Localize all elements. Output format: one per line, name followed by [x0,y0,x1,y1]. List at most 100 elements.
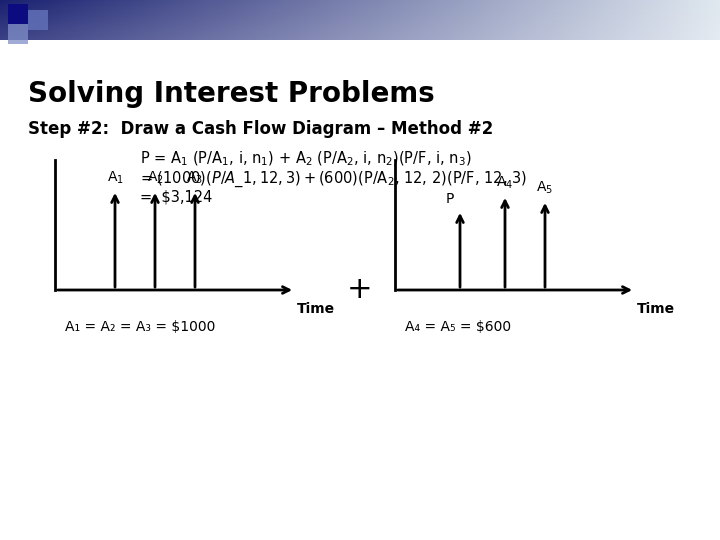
Bar [0,19,720,20]
Text: A₁ = A₂ = A₃ = $1000: A₁ = A₂ = A₃ = $1000 [65,320,215,334]
Bar [43,0,47,40]
Text: P = A$_1$ (P/A$_1$, i, n$_1$) + A$_2$ (P/A$_2$, i, n$_2$)(P/F, i, n$_3$): P = A$_1$ (P/A$_1$, i, n$_1$) + A$_2$ (P… [140,150,472,168]
Bar [65,0,68,40]
Bar [25,0,29,40]
Bar [0,9,720,10]
Bar [54,0,58,40]
Bar [428,0,432,40]
Bar [112,0,115,40]
Text: Time: Time [297,302,335,316]
Bar [28,10,48,30]
Bar [0,39,720,40]
Bar [468,0,472,40]
Bar [396,0,400,40]
Bar [648,0,652,40]
Bar [0,35,720,36]
Bar [454,0,457,40]
Bar [634,0,637,40]
Bar [104,0,108,40]
Bar [493,0,497,40]
Text: +: + [347,275,373,305]
Bar [191,0,194,40]
Bar [554,0,558,40]
Bar [97,0,101,40]
Bar [122,0,126,40]
Bar [0,1,720,2]
Bar [101,0,104,40]
Bar [450,0,454,40]
Bar [133,0,137,40]
Bar [11,0,14,40]
Bar [616,0,619,40]
Bar [652,0,655,40]
Bar [576,0,580,40]
Bar [637,0,641,40]
Bar [8,4,28,24]
Bar [0,23,720,24]
Bar [547,0,551,40]
Bar [367,0,371,40]
Bar [162,0,166,40]
Bar [551,0,554,40]
Bar [432,0,436,40]
Bar [356,0,360,40]
Bar [0,28,720,29]
Bar [0,12,720,13]
Bar [691,0,695,40]
Bar [169,0,173,40]
Bar [310,0,313,40]
Text: P: P [446,192,454,206]
Bar [256,0,259,40]
Bar [0,10,720,11]
Bar [284,0,288,40]
Text: Step #2:  Draw a Cash Flow Diagram – Method #2: Step #2: Draw a Cash Flow Diagram – Meth… [28,120,493,138]
Bar [515,0,518,40]
Bar [569,0,572,40]
Bar [86,0,90,40]
Bar [673,0,677,40]
Bar [68,0,72,40]
Bar [346,0,349,40]
Bar [72,0,76,40]
Bar [76,0,79,40]
Bar [0,34,720,35]
Bar [608,0,612,40]
Bar [0,8,720,9]
Bar [389,0,392,40]
Bar [331,0,335,40]
Bar [713,0,716,40]
Bar [0,14,720,15]
Bar [418,0,421,40]
Bar [623,0,626,40]
Bar [709,0,713,40]
Bar [324,0,328,40]
Bar [598,0,601,40]
Bar [670,0,673,40]
Bar [184,0,187,40]
Bar [529,0,533,40]
Bar [457,0,461,40]
Bar [425,0,428,40]
Bar [61,0,65,40]
Bar [0,0,4,40]
Bar [371,0,374,40]
Bar [313,0,317,40]
Bar [205,0,209,40]
Bar [18,0,22,40]
Bar [220,0,223,40]
Bar [407,0,410,40]
Bar [0,2,720,3]
Text: A₄ = A₅ = $600: A₄ = A₅ = $600 [405,320,511,334]
Bar [605,0,608,40]
Bar [176,0,180,40]
Bar [302,0,306,40]
Bar [295,0,299,40]
Bar [263,0,266,40]
Bar [144,0,148,40]
Bar [0,6,720,7]
Bar [0,36,720,37]
Bar [688,0,691,40]
Bar [259,0,263,40]
Bar [8,24,28,44]
Bar [666,0,670,40]
